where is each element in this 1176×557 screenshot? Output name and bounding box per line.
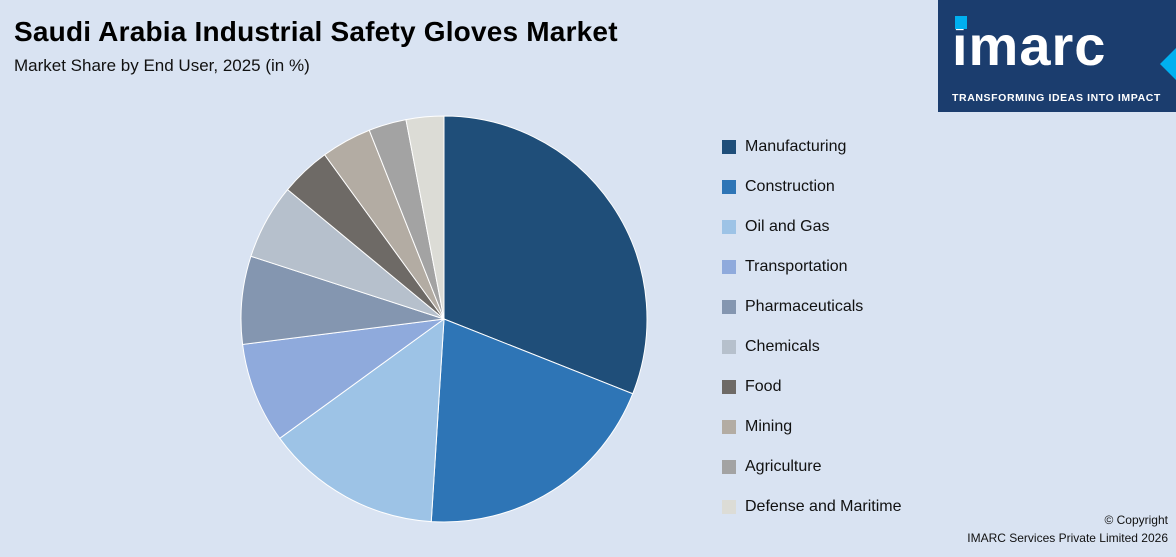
legend: Manufacturing Construction Oil and Gas Tran… <box>722 138 902 516</box>
pie-slice-oil-and-gas <box>279 317 445 523</box>
legend-swatch-food <box>722 380 736 394</box>
legend-item-mining: Mining <box>722 418 902 436</box>
legend-swatch-defense-and-maritime <box>722 500 736 514</box>
legend-label-transportation: Transportation <box>745 258 848 275</box>
pie-chart <box>238 113 650 525</box>
imarc-logo: imarc TRANSFORMING IDEAS INTO IMPACT <box>938 0 1176 112</box>
legend-swatch-mining <box>722 420 736 434</box>
pie-slice-construction <box>430 318 634 523</box>
legend-item-oil-and-gas: Oil and Gas <box>722 218 902 236</box>
copyright: © Copyright IMARC Services Private Limit… <box>967 512 1168 547</box>
imarc-tagline: TRANSFORMING IDEAS INTO IMPACT <box>952 92 1161 104</box>
legend-label-agriculture: Agriculture <box>745 458 822 475</box>
legend-item-food: Food <box>722 378 902 396</box>
legend-item-chemicals: Chemicals <box>722 338 902 356</box>
copyright-line1: © Copyright <box>1104 513 1168 528</box>
legend-item-agriculture: Agriculture <box>722 458 902 476</box>
legend-swatch-transportation <box>722 260 736 274</box>
header: Saudi Arabia Industrial Safety Gloves Ma… <box>14 16 618 76</box>
pie-slice-manufacturing <box>443 115 648 395</box>
copyright-line2: IMARC Services Private Limited 2026 <box>967 530 1168 545</box>
imarc-wordmark: imarc <box>952 14 1107 77</box>
legend-item-defense-and-maritime: Defense and Maritime <box>722 498 902 516</box>
legend-swatch-pharmaceuticals <box>722 300 736 314</box>
legend-label-food: Food <box>745 378 782 395</box>
legend-swatch-chemicals <box>722 340 736 354</box>
legend-label-oil-and-gas: Oil and Gas <box>745 218 830 235</box>
legend-label-manufacturing: Manufacturing <box>745 138 847 155</box>
legend-item-construction: Construction <box>722 178 902 196</box>
imarc-triangle-icon <box>1160 48 1176 80</box>
legend-item-manufacturing: Manufacturing <box>722 138 902 156</box>
legend-swatch-agriculture <box>722 460 736 474</box>
chart-subtitle: Market Share by End User, 2025 (in %) <box>14 56 310 75</box>
legend-item-transportation: Transportation <box>722 258 902 276</box>
pie-slice-defense-and-maritime <box>405 115 445 320</box>
pie-slice-transportation <box>242 318 445 440</box>
legend-swatch-construction <box>722 180 736 194</box>
legend-label-defense-and-maritime: Defense and Maritime <box>745 498 902 515</box>
imarc-dot-icon <box>955 16 967 29</box>
legend-swatch-manufacturing <box>722 140 736 154</box>
legend-label-construction: Construction <box>745 178 835 195</box>
legend-swatch-oil-and-gas <box>722 220 736 234</box>
legend-label-pharmaceuticals: Pharmaceuticals <box>745 298 864 315</box>
chart-title: Saudi Arabia Industrial Safety Gloves Ma… <box>14 16 618 47</box>
pie-chart-svg <box>240 115 648 523</box>
legend-label-chemicals: Chemicals <box>745 338 820 355</box>
legend-item-pharmaceuticals: Pharmaceuticals <box>722 298 902 316</box>
legend-label-mining: Mining <box>745 418 793 435</box>
